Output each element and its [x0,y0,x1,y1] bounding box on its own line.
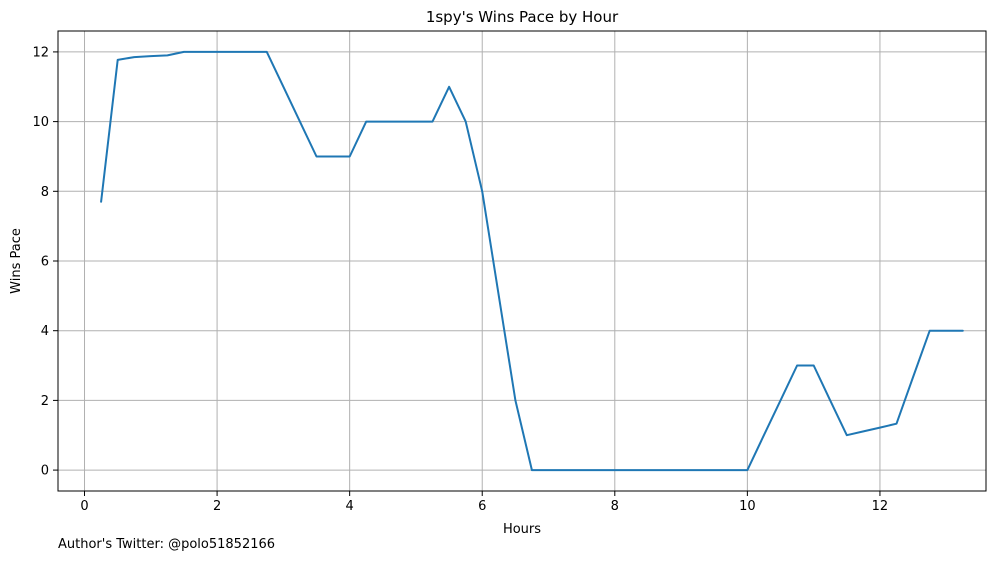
y-tick-label: 12 [32,45,49,60]
y-tick-label: 8 [41,185,49,200]
x-tick-label: 12 [872,499,889,514]
y-tick-label: 2 [41,394,49,409]
x-tick-label: 8 [611,499,619,514]
grid-lines [58,31,986,491]
x-tick-label: 4 [346,499,354,514]
series-line [100,50,964,472]
y-tick-label: 10 [32,115,49,130]
y-tick-label: 0 [41,464,49,479]
y-tick-label: 4 [41,324,49,339]
x-tick-label: 10 [739,499,756,514]
x-tick-label: 0 [80,499,88,514]
axis-ticks: 0 2 4 6 8 10 12 0 2 4 6 8 10 12 [32,45,888,514]
chart-title: 1spy's Wins Pace by Hour [426,8,619,26]
x-tick-label: 2 [213,499,221,514]
y-tick-label: 6 [41,255,49,270]
y-axis-label: Wins Pace [9,228,24,294]
x-tick-label: 6 [478,499,486,514]
author-footnote: Author's Twitter: @polo51852166 [58,537,276,552]
x-axis-label: Hours [503,522,541,537]
